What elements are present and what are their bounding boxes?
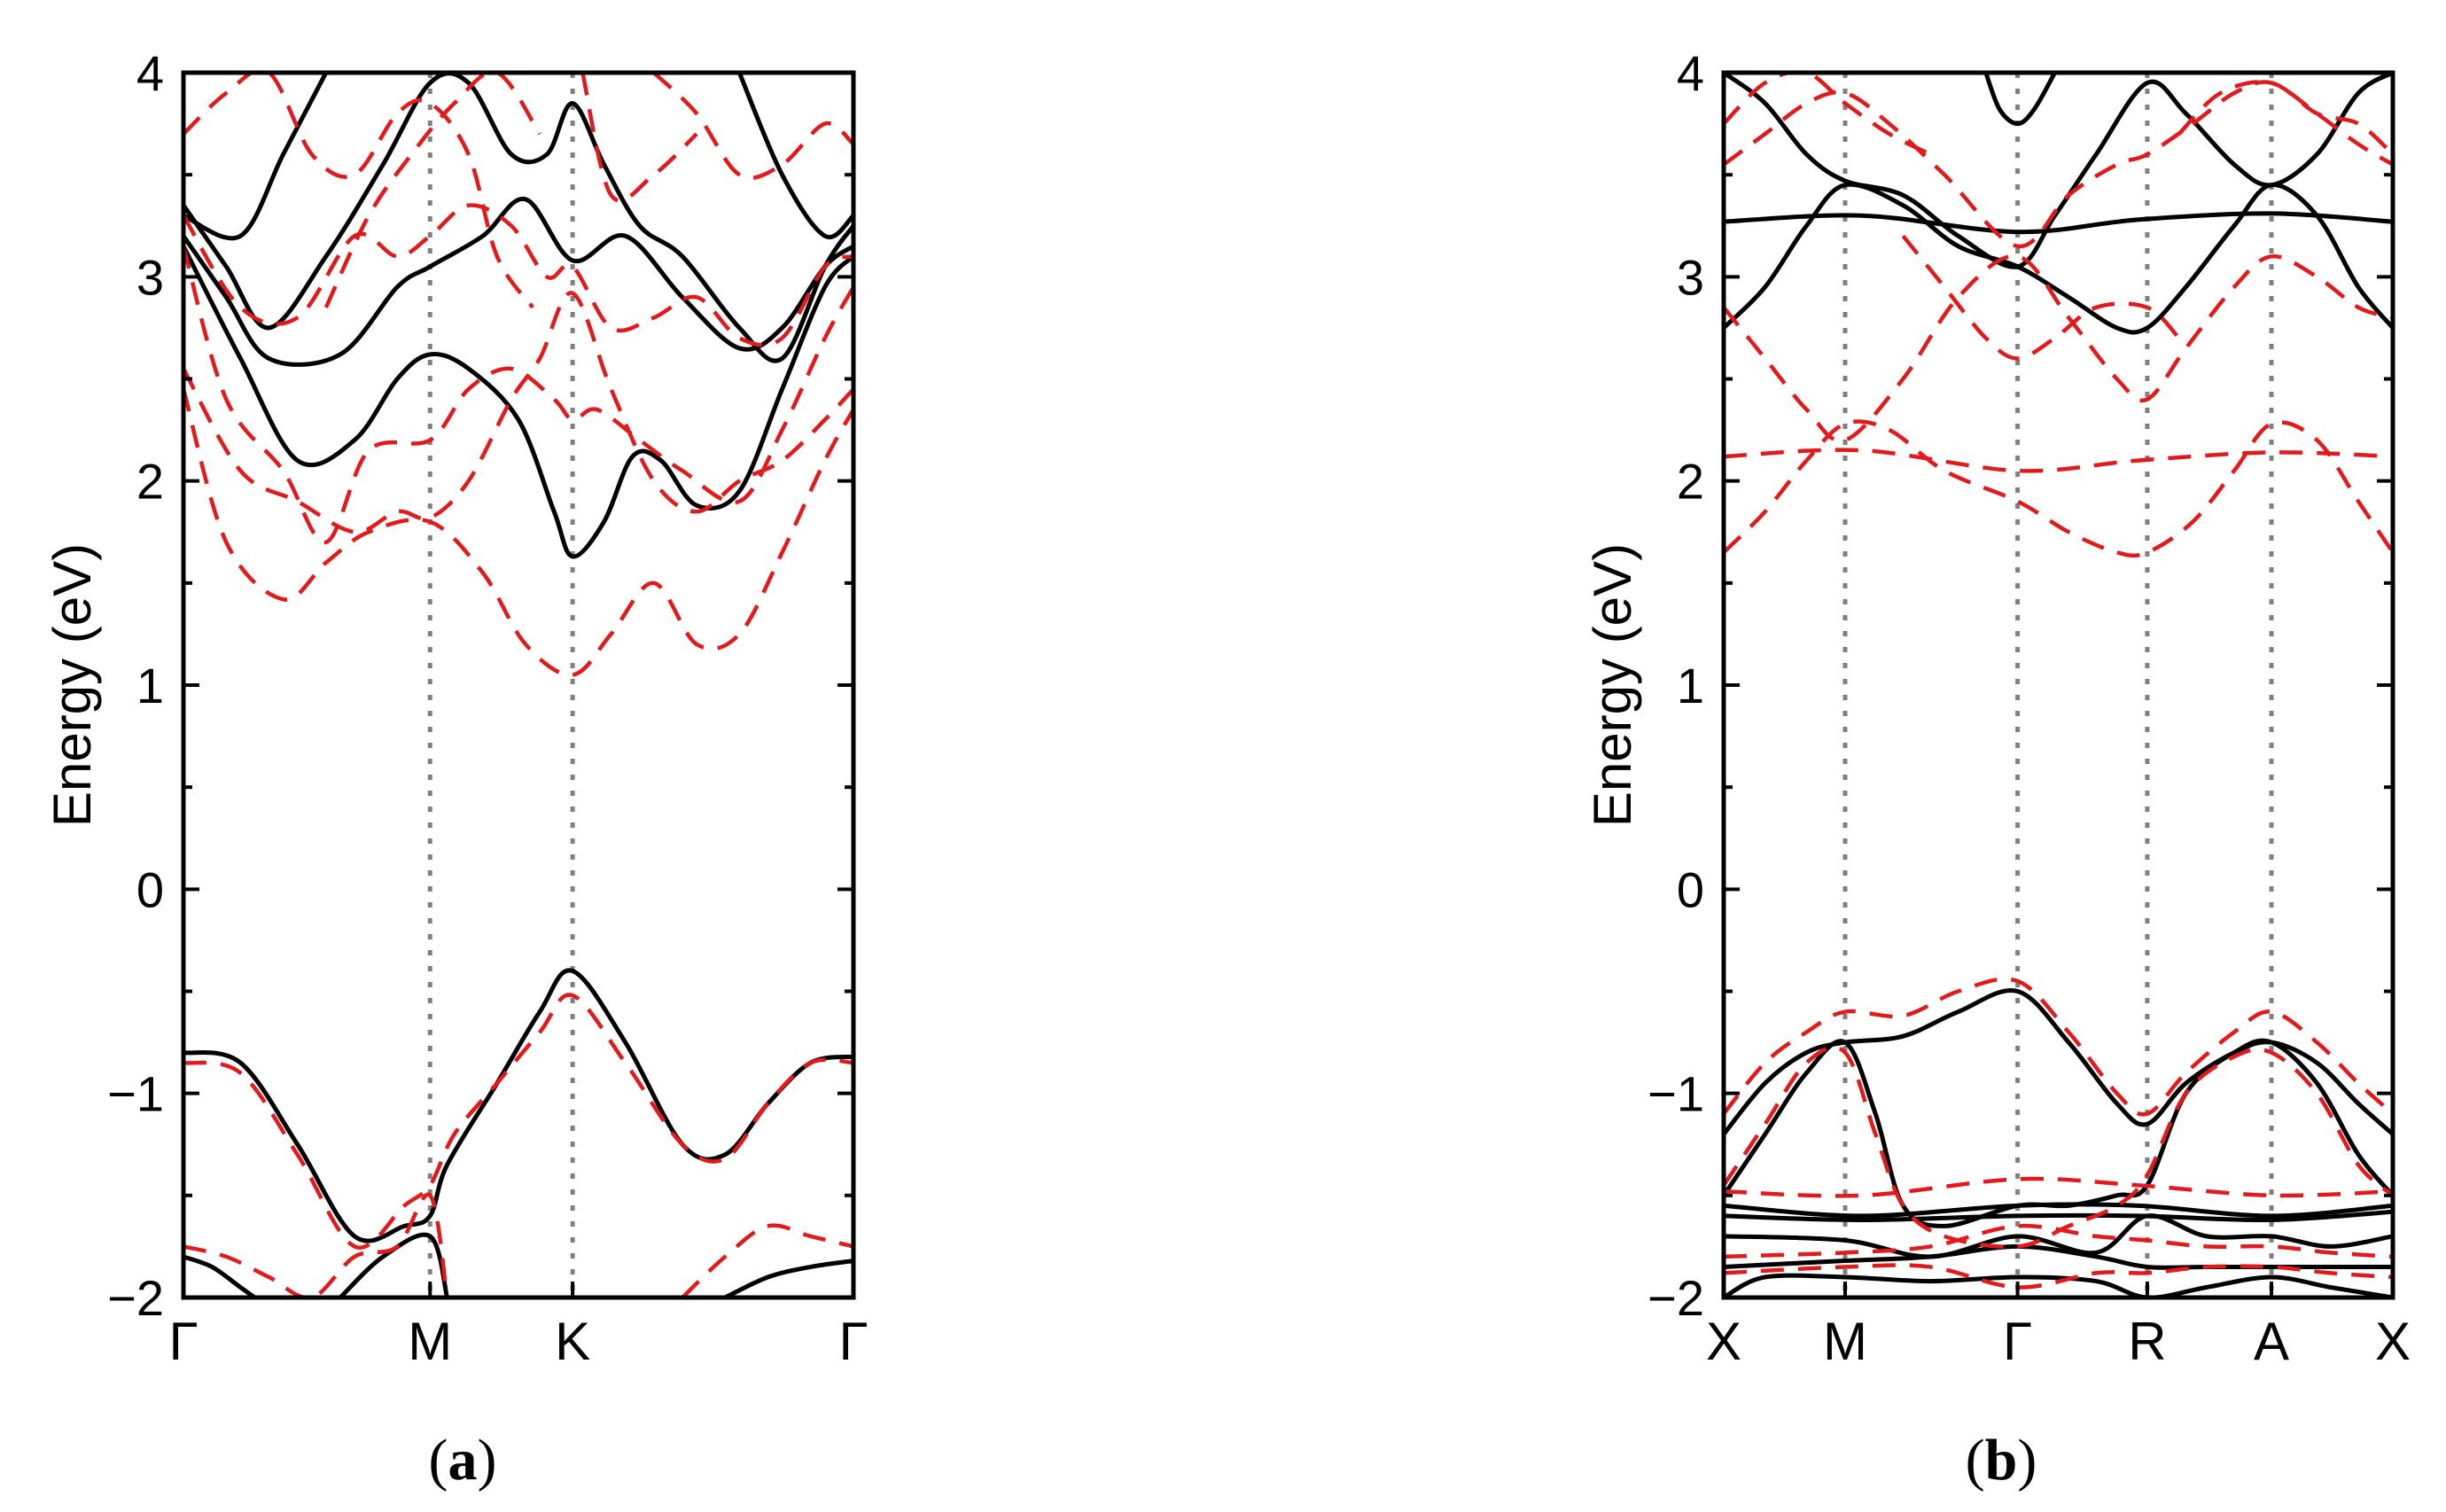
kpoint-label: M (408, 1312, 452, 1371)
band-dashed-1 (1724, 977, 2393, 1117)
band-solid-5 (1724, 1213, 2393, 1259)
band-solid-3 (183, 197, 853, 367)
y-tick-label: 0 (136, 861, 164, 917)
y-tick-label: −1 (107, 1066, 164, 1122)
band-solid-6 (1724, 1243, 2393, 1270)
band-dashed-11 (1724, 73, 1932, 157)
band-solid-1 (1724, 988, 2393, 1136)
panel-a: −2 −1 0 1 2 3 4 Γ M K Γ Energy (eV) (a) (43, 45, 869, 1493)
band-dashed-3 (183, 291, 853, 534)
y-tick-label: 1 (136, 658, 164, 713)
band-dashed-7 (323, 73, 542, 308)
panel-b: −2 −1 0 1 2 3 4 X M Γ R A X Energy (eV) (b) (1583, 45, 2411, 1493)
y-tick-label: −1 (1648, 1066, 1704, 1122)
band-dashed-4 (1724, 1223, 2393, 1259)
band-dashed-8 (580, 73, 698, 203)
band-dashed-2 (183, 388, 853, 677)
y-tick-label: 3 (136, 249, 164, 305)
y-tick-label: 4 (136, 45, 164, 101)
y-tick-label: 0 (1677, 861, 1704, 917)
band-solid-4 (1724, 1209, 2393, 1223)
band-dashed-5 (183, 203, 853, 347)
band-dashed-6 (183, 73, 534, 309)
band-dashed-3 (1724, 1176, 2393, 1198)
bands (183, 73, 853, 1298)
kpoint-label: Γ (168, 1312, 198, 1371)
band-dashed-10 (1724, 80, 2393, 249)
band-solid-4 (183, 73, 853, 363)
band-solid-7 (183, 1254, 256, 1298)
band-dashed-4 (183, 246, 853, 545)
kpoint-label: Γ (2003, 1312, 2032, 1371)
panel-caption: (b) (1966, 1428, 2037, 1493)
kpoint-label: R (2128, 1312, 2166, 1371)
kpoint-label: X (2375, 1312, 2411, 1371)
kpoint-label: X (1706, 1312, 1741, 1371)
band-solid-1 (183, 968, 853, 1243)
band-dashed-9 (1901, 234, 2181, 361)
y-tick-label: −2 (1648, 1270, 1704, 1326)
band-solid-5 (183, 73, 329, 241)
bands (1724, 73, 2393, 1298)
kpoint-label: M (1823, 1312, 1867, 1371)
band-solid-9 (1724, 211, 2393, 235)
band-dashed-6 (1724, 419, 2393, 558)
y-tick-label: 2 (136, 454, 164, 510)
band-solid-2 (1724, 1038, 2393, 1228)
band-dashed-5 (1724, 1263, 2393, 1290)
band-solid-11 (1983, 73, 2057, 127)
band-dashed-7 (1724, 448, 2393, 473)
plot-frame (181, 70, 856, 1300)
y-tick-label: 4 (1677, 45, 1704, 101)
band-solid-7 (1724, 1273, 2393, 1298)
band-solid-3 (1724, 1202, 2393, 1219)
y-tick-label: −2 (107, 1270, 164, 1326)
band-solid-10 (1724, 73, 2393, 269)
y-axis-label: Energy (eV) (43, 543, 102, 827)
y-tick-label: 3 (1677, 249, 1704, 305)
kpoint-label: A (2254, 1312, 2289, 1371)
y-axis-label: Energy (eV) (1583, 543, 1642, 827)
band-dashed-12 (2177, 80, 2393, 156)
band-solid-9 (724, 1259, 853, 1298)
kpoint-label: K (555, 1312, 590, 1371)
y-tick-label: 2 (1677, 454, 1704, 510)
band-dashed-1 (183, 993, 853, 1250)
band-dashed-8 (1724, 253, 2393, 443)
y-tick-label: 1 (1677, 658, 1704, 713)
band-dashed-9 (652, 73, 853, 181)
band-dashed-10 (183, 1192, 449, 1298)
panel-caption: (a) (429, 1428, 497, 1493)
band-solid-6 (737, 73, 853, 240)
plot-frame (1721, 70, 2395, 1300)
band-solid-2 (183, 245, 853, 559)
band-solid-8 (1724, 182, 2393, 335)
band-dashed-11 (681, 1223, 853, 1298)
kpoint-label: Γ (838, 1312, 868, 1371)
